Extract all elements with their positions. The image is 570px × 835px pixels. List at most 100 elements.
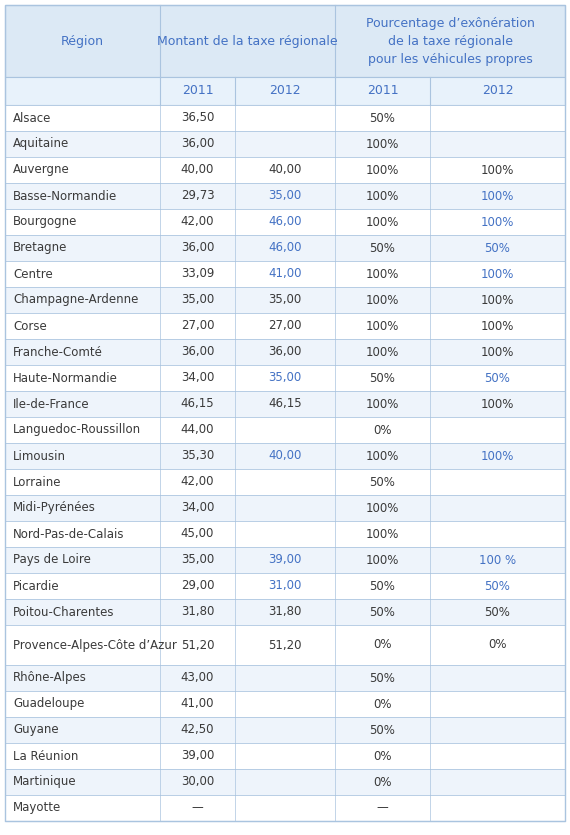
Text: 100%: 100% — [366, 346, 399, 358]
Text: 33,09: 33,09 — [181, 267, 214, 281]
Text: 43,00: 43,00 — [181, 671, 214, 685]
Text: 2011: 2011 — [182, 84, 213, 98]
Text: 100%: 100% — [481, 215, 514, 229]
Text: 39,00: 39,00 — [181, 750, 214, 762]
Text: 50%: 50% — [484, 605, 511, 619]
Text: Basse-Normandie: Basse-Normandie — [13, 190, 117, 203]
Text: 46,00: 46,00 — [268, 241, 302, 255]
Text: 100%: 100% — [366, 449, 399, 463]
Text: 31,80: 31,80 — [181, 605, 214, 619]
Text: 100%: 100% — [366, 554, 399, 566]
Text: 46,15: 46,15 — [268, 397, 302, 411]
Text: 34,00: 34,00 — [181, 502, 214, 514]
Text: 2012: 2012 — [482, 84, 514, 98]
Text: 100%: 100% — [366, 164, 399, 176]
Text: 0%: 0% — [373, 639, 392, 651]
Bar — [5, 599, 565, 625]
Text: Languedoc-Roussillon: Languedoc-Roussillon — [13, 423, 141, 437]
Bar — [5, 717, 565, 743]
Text: 42,00: 42,00 — [181, 215, 214, 229]
Bar — [5, 77, 565, 105]
Text: —: — — [192, 802, 203, 814]
Bar — [5, 417, 565, 443]
Bar — [5, 795, 565, 821]
Bar — [5, 365, 565, 391]
Text: 36,00: 36,00 — [181, 241, 214, 255]
Text: 100%: 100% — [366, 267, 399, 281]
Bar — [5, 743, 565, 769]
Text: 31,00: 31,00 — [268, 579, 302, 593]
Text: Auvergne: Auvergne — [13, 164, 70, 176]
Text: 27,00: 27,00 — [268, 320, 302, 332]
Text: 100%: 100% — [481, 320, 514, 332]
Bar — [5, 131, 565, 157]
Text: Corse: Corse — [13, 320, 47, 332]
Text: 100%: 100% — [481, 164, 514, 176]
Text: 51,20: 51,20 — [268, 639, 302, 651]
Text: 100%: 100% — [366, 502, 399, 514]
Text: 50%: 50% — [369, 475, 396, 488]
Text: 0%: 0% — [373, 423, 392, 437]
Text: 36,00: 36,00 — [268, 346, 302, 358]
Text: 100%: 100% — [366, 320, 399, 332]
Text: 35,00: 35,00 — [268, 293, 302, 306]
Bar — [5, 443, 565, 469]
Text: 100%: 100% — [481, 267, 514, 281]
Text: 35,00: 35,00 — [268, 190, 302, 203]
Bar — [5, 665, 565, 691]
Bar — [5, 391, 565, 417]
Text: 100%: 100% — [481, 397, 514, 411]
Text: 42,00: 42,00 — [181, 475, 214, 488]
Bar — [5, 469, 565, 495]
Bar — [5, 521, 565, 547]
Text: —: — — [377, 802, 388, 814]
Text: Pourcentage d’exônération
de la taxe régionale
pour les véhicules propres: Pourcentage d’exônération de la taxe rég… — [365, 17, 535, 65]
Text: 42,50: 42,50 — [181, 723, 214, 736]
Text: 50%: 50% — [484, 241, 511, 255]
Text: Bretagne: Bretagne — [13, 241, 67, 255]
Bar — [5, 547, 565, 573]
Text: 35,00: 35,00 — [181, 293, 214, 306]
Text: 50%: 50% — [369, 605, 396, 619]
Text: 100%: 100% — [366, 138, 399, 150]
Text: 50%: 50% — [369, 671, 396, 685]
Text: 100%: 100% — [366, 215, 399, 229]
Bar — [5, 105, 565, 131]
Text: 36,00: 36,00 — [181, 138, 214, 150]
Text: 100%: 100% — [366, 190, 399, 203]
Bar — [5, 183, 565, 209]
Text: 100%: 100% — [481, 293, 514, 306]
Bar — [5, 157, 565, 183]
Text: 2011: 2011 — [367, 84, 398, 98]
Bar — [5, 769, 565, 795]
Text: 30,00: 30,00 — [181, 776, 214, 788]
Text: 36,50: 36,50 — [181, 112, 214, 124]
Text: La Réunion: La Réunion — [13, 750, 79, 762]
Bar — [5, 235, 565, 261]
Bar — [5, 339, 565, 365]
Text: 27,00: 27,00 — [181, 320, 214, 332]
Text: 50%: 50% — [369, 723, 396, 736]
Text: 35,30: 35,30 — [181, 449, 214, 463]
Text: Provence-Alpes-Côte d’Azur: Provence-Alpes-Côte d’Azur — [13, 639, 177, 651]
Text: 0%: 0% — [373, 697, 392, 711]
Bar — [5, 495, 565, 521]
Text: 46,00: 46,00 — [268, 215, 302, 229]
Text: 0%: 0% — [373, 776, 392, 788]
Text: 41,00: 41,00 — [181, 697, 214, 711]
Text: 40,00: 40,00 — [181, 164, 214, 176]
Text: Midi-Pyrénées: Midi-Pyrénées — [13, 502, 96, 514]
Text: 50%: 50% — [369, 372, 396, 384]
Text: 45,00: 45,00 — [181, 528, 214, 540]
Bar — [5, 691, 565, 717]
Bar — [5, 209, 565, 235]
Text: Martinique: Martinique — [13, 776, 76, 788]
Bar — [5, 287, 565, 313]
Text: Alsace: Alsace — [13, 112, 51, 124]
Text: 100%: 100% — [481, 190, 514, 203]
Text: 41,00: 41,00 — [268, 267, 302, 281]
Text: 0%: 0% — [488, 639, 507, 651]
Text: Champagne-Ardenne: Champagne-Ardenne — [13, 293, 139, 306]
Bar — [5, 313, 565, 339]
Text: 50%: 50% — [369, 112, 396, 124]
